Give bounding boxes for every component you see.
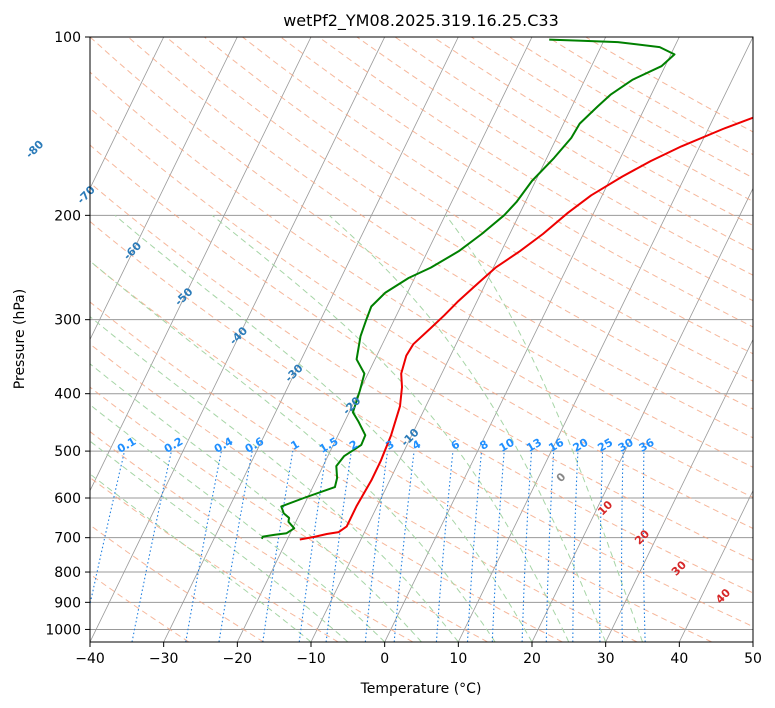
mixing-ratio-line xyxy=(364,451,389,642)
moist-adiabat-line xyxy=(445,215,643,642)
moist-adiabat-line xyxy=(90,473,312,642)
moist-adiabat-line xyxy=(90,315,459,642)
isotherm-line xyxy=(605,338,753,642)
mixing-ratio-line xyxy=(325,451,352,642)
y-tick-label: 900 xyxy=(54,595,81,611)
moist-adiabat-line xyxy=(328,214,607,642)
x-tick-label: 40 xyxy=(670,651,688,667)
dry-adiabat-line xyxy=(90,301,638,642)
dry-adiabat-line xyxy=(90,220,753,628)
moist-adiabat-line xyxy=(90,440,349,642)
moist-adiabat-line xyxy=(90,363,422,642)
x-axis: −40 −30 −20 −10 0 10 20 30 40 50 xyxy=(75,642,762,667)
chart-title: wetPf2_YM08.2025.319.16.25.C33 xyxy=(283,11,559,31)
temperature-profile-line xyxy=(299,116,753,541)
y-tick-label: 200 xyxy=(54,208,81,224)
dry-adiabat-line xyxy=(90,573,190,642)
mixing-ratio-line xyxy=(298,451,328,642)
y-tick-label: 1000 xyxy=(45,622,81,638)
y-axis: 100 200 300 400 500 600 700 800 900 1000 xyxy=(45,30,90,638)
isotherm-line xyxy=(678,489,753,642)
dry-adiabat-line xyxy=(90,182,753,594)
y-tick-label: 800 xyxy=(54,565,81,581)
dry-adiabat-line xyxy=(127,37,753,439)
dry-adiabat-line xyxy=(90,476,339,642)
isotherm-line xyxy=(90,37,386,642)
mixing-ratio-line xyxy=(435,451,454,642)
dry-adiabat-line xyxy=(90,144,753,561)
dry-adiabat-line xyxy=(318,37,753,302)
dry-adiabat-line xyxy=(165,37,753,410)
x-tick-label: −20 xyxy=(223,651,253,667)
x-tick-label: 10 xyxy=(449,651,467,667)
x-axis-label: Temperature (°C) xyxy=(360,681,482,697)
isotherm-line xyxy=(531,187,753,642)
dewpoint-profile-line xyxy=(260,38,676,540)
isotherm-line xyxy=(163,37,459,642)
y-tick-label: 100 xyxy=(54,30,81,46)
moist-adiabat-line xyxy=(90,404,386,642)
y-tick-label: 700 xyxy=(54,531,81,547)
moist-adiabat-line xyxy=(211,214,570,642)
x-tick-label: −40 xyxy=(75,651,105,667)
mixing-ratio-line xyxy=(131,450,172,642)
y-tick-label: 500 xyxy=(54,444,81,460)
plot-frame xyxy=(89,36,754,643)
dry-adiabat-line xyxy=(90,107,753,529)
isotherm-line xyxy=(310,37,607,642)
isotherm-line xyxy=(90,37,165,190)
dry-adiabat-line xyxy=(280,37,753,328)
x-tick-label: −10 xyxy=(296,651,326,667)
moist-adiabat-line xyxy=(90,260,496,642)
x-tick-label: 20 xyxy=(523,651,541,667)
y-tick-label: 600 xyxy=(54,491,81,507)
y-axis-label: Pressure (hPa) xyxy=(12,289,28,389)
isotherm-line xyxy=(236,37,533,642)
x-tick-label: 50 xyxy=(744,651,762,667)
moist-adiabat-line xyxy=(114,214,533,642)
dry-adiabat-line xyxy=(90,260,712,642)
background-lines xyxy=(90,37,753,642)
isotherm-line xyxy=(90,37,312,492)
sounding-lines xyxy=(260,38,753,541)
dry-adiabat-line xyxy=(90,343,563,642)
x-tick-label: 30 xyxy=(597,651,615,667)
x-tick-label: −30 xyxy=(149,651,179,667)
mixing-ratio-line xyxy=(393,451,415,642)
y-tick-label: 300 xyxy=(54,313,81,329)
y-tick-label: 400 xyxy=(54,387,81,403)
isotherm-line xyxy=(384,37,680,642)
dry-adiabat-line xyxy=(90,386,488,642)
x-tick-label: 0 xyxy=(380,651,389,667)
mixing-ratio-line xyxy=(262,451,294,642)
